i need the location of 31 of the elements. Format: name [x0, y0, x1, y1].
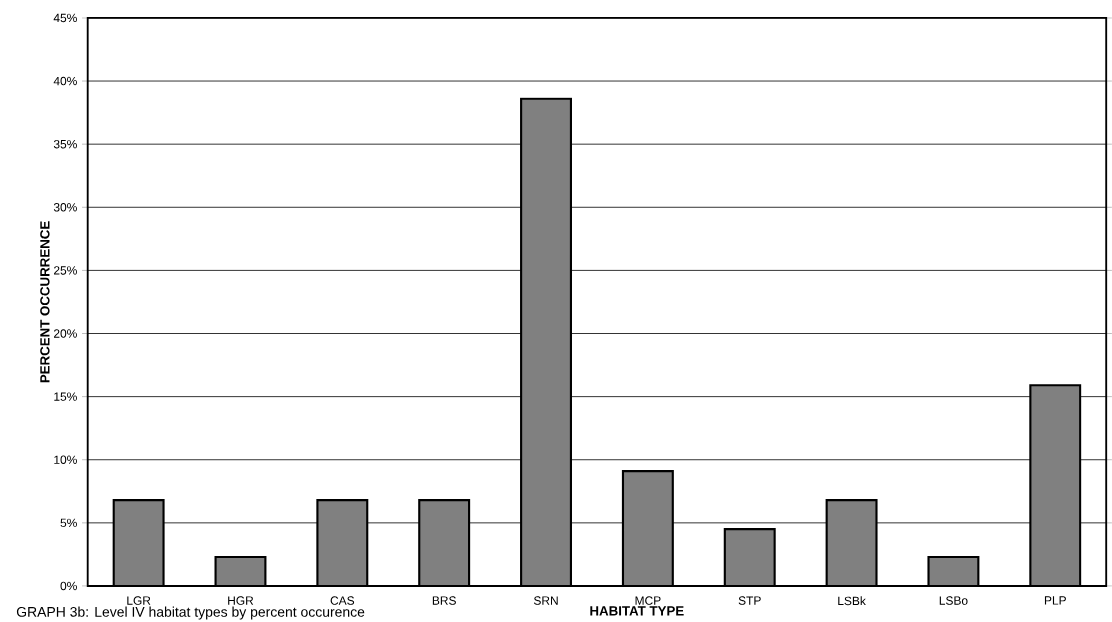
y-tick-label: 0% — [60, 581, 77, 591]
x-tick-label: LSBo — [939, 596, 968, 605]
y-tick-label: 25% — [54, 266, 77, 275]
x-tick-label: CAS — [330, 596, 355, 605]
x-tick-label: LSBk — [838, 596, 866, 606]
bar — [825, 499, 878, 587]
y-tick-label: 30% — [53, 203, 77, 212]
x-tick-label: LGR — [127, 596, 151, 605]
bar — [1029, 384, 1082, 587]
y-tick-label: 35% — [53, 139, 77, 149]
y-axis-title: PERCENT OCCURRENCE — [40, 221, 50, 383]
bar — [520, 97, 573, 587]
bar — [112, 499, 165, 587]
bar — [316, 499, 369, 587]
x-tick-label: BRS — [432, 596, 456, 605]
x-axis-title: HABITAT TYPE — [590, 606, 684, 616]
y-tick-label: 40% — [53, 76, 77, 86]
caption: GRAPH 3b: Level IV habitat types by percent occurence — [16, 606, 365, 620]
bar — [723, 528, 776, 587]
x-tick-label: MCP — [635, 596, 661, 605]
bar — [418, 499, 471, 587]
x-tick-label: PLP — [1044, 596, 1066, 605]
y-tick-label: 15% — [54, 392, 77, 401]
bar — [621, 470, 674, 587]
x-tick-label: STP — [738, 596, 761, 605]
y-tick-label: 5% — [60, 518, 77, 528]
x-tick-label: HGR — [228, 596, 254, 605]
y-tick-label: 45% — [53, 13, 77, 23]
y-tick-label: 20% — [54, 329, 77, 338]
y-tick-label: 10% — [54, 455, 77, 465]
x-tick-label: SRN — [533, 596, 558, 605]
